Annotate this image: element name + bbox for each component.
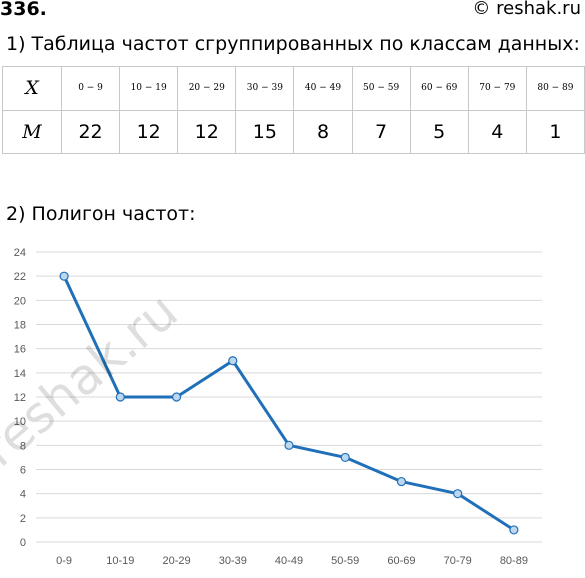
class-cell: 10 − 19 (119, 66, 179, 111)
class-cell: 60 − 69 (409, 66, 469, 111)
data-point (115, 392, 125, 402)
frequency-cell: 5 (409, 109, 469, 154)
y-tick-label: 10 (14, 416, 26, 428)
y-tick-label: 20 (14, 295, 26, 307)
frequency-cell: 8 (293, 109, 353, 154)
problem-number: 336. (0, 0, 47, 20)
data-markers (59, 271, 519, 535)
class-cell: 70 − 79 (467, 66, 527, 111)
x-tick-label: 20-29 (162, 555, 190, 567)
y-tick-label: 16 (14, 344, 26, 356)
data-point (59, 271, 69, 281)
class-cell: 30 − 39 (235, 66, 295, 111)
y-tick-label: 22 (14, 271, 26, 283)
class-cell: 20 − 29 (177, 66, 237, 111)
data-point (228, 356, 238, 366)
data-point (396, 476, 407, 487)
class-cell: 50 − 59 (351, 66, 411, 111)
frequency-cell: 1 (525, 109, 585, 154)
data-point (171, 392, 182, 402)
x-axis-ticks: 0-9 10-19 20-29 30-39 40-49 50-59 60-69 70-79 80… (56, 555, 528, 567)
frequency-table: X 0 − 9 10 − 19 20 − 29 30 − 39 40 − 49 … (2, 66, 585, 154)
frequency-cell: 22 (60, 109, 121, 154)
y-tick-label: 14 (14, 368, 26, 380)
table-row-frequencies: M 22 12 12 15 8 7 5 4 1 (2, 109, 585, 154)
y-tick-label: 0 (20, 537, 26, 549)
x-tick-label: 70-79 (444, 555, 472, 567)
class-cell: 0 − 9 (60, 66, 121, 111)
x-tick-label: 40-49 (275, 555, 303, 567)
data-point (453, 489, 463, 499)
x-row-label: X (2, 66, 62, 111)
table-row-classes: X 0 − 9 10 − 19 20 − 29 30 − 39 40 − 49 … (2, 66, 585, 111)
y-tick-label: 18 (14, 320, 26, 332)
class-cell: 40 − 49 (293, 66, 353, 111)
table-heading: 1) Таблица частот сгруппированных по кла… (6, 33, 580, 55)
y-tick-label: 12 (14, 392, 26, 404)
frequency-cell: 15 (235, 109, 295, 154)
data-point (340, 452, 350, 463)
frequency-cell: 12 (119, 109, 179, 154)
data-point (284, 440, 294, 450)
data-point (509, 525, 519, 535)
x-tick-label: 10-19 (106, 555, 134, 567)
x-tick-label: 30-39 (219, 555, 247, 567)
source-tag: © reshak.ru (472, 0, 581, 19)
series-line (62, 275, 515, 532)
y-tick-label: 8 (20, 440, 26, 452)
frequency-cell: 7 (351, 109, 411, 154)
frequency-cell: 4 (467, 109, 527, 154)
frequency-cell: 12 (177, 109, 237, 154)
chart-heading: 2) Полигон частот: (6, 203, 196, 225)
m-row-label: M (2, 109, 62, 154)
y-tick-label: 4 (20, 489, 26, 501)
x-tick-label: 80-89 (500, 555, 528, 567)
y-tick-label: 24 (14, 247, 26, 259)
x-tick-label: 50-59 (331, 555, 359, 567)
x-tick-label: 0-9 (56, 555, 72, 567)
class-cell: 80 − 89 (525, 66, 585, 111)
y-tick-label: 2 (20, 513, 26, 525)
x-tick-label: 60-69 (387, 555, 415, 567)
y-tick-label: 6 (20, 465, 26, 477)
